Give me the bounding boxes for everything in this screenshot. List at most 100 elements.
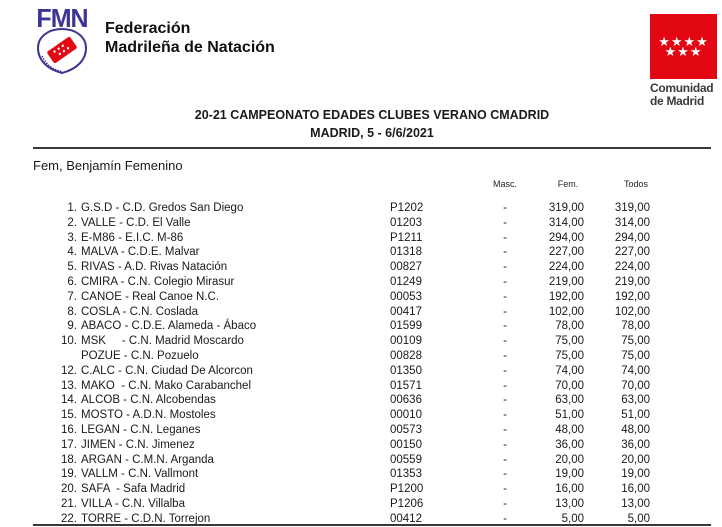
row-total-score: 227,00 [614, 246, 650, 259]
comunidad-madrid-logo: ★★★★ ★★★ Comunidad de Madrid [650, 14, 720, 107]
row-club-code: 00828 [390, 349, 422, 362]
row-total-score: 16,00 [621, 483, 650, 496]
row-club-code: 01571 [390, 379, 422, 392]
row-club-code: P1202 [390, 202, 424, 214]
table-row: 6. CMIRA - C.N. Colegio Mirasur 01249 - … [0, 275, 722, 290]
row-rank: 22. [61, 512, 77, 525]
row-fem-score: 74,00 [555, 364, 584, 377]
row-club-name: POZUE - C.N. Pozuelo [81, 349, 199, 362]
row-masc-score: - [503, 349, 507, 362]
row-total-score: 192,00 [614, 290, 650, 303]
row-rank: 17. [61, 438, 77, 451]
row-masc-score: - [503, 202, 507, 214]
row-club-code: 01599 [390, 320, 422, 333]
results-table: 1. G.S.D - C.D. Gredos San Diego P1202 -… [0, 201, 722, 527]
row-total-score: 5,00 [627, 512, 650, 525]
row-club-name: CANOE - Real Canoe N.C. [81, 290, 220, 303]
row-rank: 2. [67, 216, 77, 229]
table-row: 3. E-M86 - E.I.C. M-86 P1211 - 294,00 29… [0, 231, 722, 246]
row-club-name: SAFA - Safa Madrid [81, 483, 186, 496]
row-club-code: 01249 [390, 275, 422, 288]
row-rank: 18. [61, 453, 77, 466]
row-club-name: RIVAS - A.D. Rivas Natación [81, 261, 228, 274]
row-fem-score: 75,00 [555, 335, 584, 348]
row-rank: 3. [67, 231, 77, 244]
row-fem-score: 102,00 [548, 305, 584, 318]
table-row: 7. CANOE - Real Canoe N.C. 00053 - 192,0… [0, 290, 722, 305]
federation-name: Federación Madrileña de Natación [105, 19, 275, 57]
table-row: 10. MSK - C.N. Madrid Moscardo 00109 - 7… [0, 334, 722, 349]
row-rank: 5. [67, 261, 77, 274]
row-club-code: 01203 [390, 216, 422, 229]
row-club-code: 00636 [390, 394, 422, 407]
row-rank: 7. [67, 290, 77, 303]
row-masc-score: - [503, 246, 507, 259]
row-masc-score: - [503, 275, 507, 288]
row-rank: 14. [61, 394, 77, 407]
row-total-score: 219,00 [614, 275, 650, 288]
cm-stars-row1: ★★★★ [658, 34, 709, 49]
row-rank: 13. [61, 379, 77, 392]
row-rank: 9. [67, 320, 77, 333]
row-rank: 21. [61, 497, 77, 510]
row-rank: 6. [67, 275, 77, 288]
row-total-score: 78,00 [621, 320, 650, 333]
row-fem-score: 48,00 [555, 423, 584, 436]
row-club-code: P1211 [390, 231, 423, 244]
row-masc-score: - [503, 423, 507, 436]
row-fem-score: 13,00 [555, 497, 584, 510]
row-masc-score: - [503, 231, 507, 244]
row-club-name: G.S.D - C.D. Gredos San Diego [81, 202, 244, 214]
category-label: Fem, Benjamín Femenino [33, 158, 183, 173]
row-club-code: 00559 [390, 453, 422, 466]
row-masc-score: - [503, 216, 507, 229]
table-row: 20. SAFA - Safa Madrid P1200 - 16,00 16,… [0, 482, 722, 497]
table-row: 9. ABACO - C.D.E. Alameda - Ábaco 01599 … [0, 319, 722, 334]
row-club-name: E-M86 - E.I.C. M-86 [81, 231, 184, 244]
row-club-code: 01353 [390, 468, 422, 481]
table-row: 8. COSLA - C.N. Coslada 00417 - 102,00 1… [0, 305, 722, 320]
federation-name-line2: Madrileña de Natación [105, 39, 275, 56]
row-club-name: VALLM - C.N. Vallmont [81, 468, 199, 481]
row-total-score: 75,00 [621, 335, 650, 348]
row-total-score: 319,00 [614, 202, 650, 214]
row-total-score: 48,00 [621, 423, 650, 436]
row-club-name: MAKO - C.N. Mako Carabanchel [81, 379, 252, 392]
row-masc-score: - [503, 409, 507, 422]
row-masc-score: - [503, 335, 507, 348]
competition-title: 20-21 CAMPEONATO EDADES CLUBES VERANO CM… [194, 108, 550, 122]
row-fem-score: 319,00 [548, 202, 584, 214]
table-row: 18. ARGAN - C.M.N. Arganda 00559 - 20,00… [0, 453, 722, 468]
row-total-score: 224,00 [614, 261, 650, 274]
row-fem-score: 70,00 [555, 379, 584, 392]
row-masc-score: - [503, 468, 507, 481]
row-fem-score: 63,00 [555, 394, 584, 407]
column-header-todos: Todos [623, 179, 649, 189]
row-club-code: 00573 [390, 423, 422, 436]
row-rank: 20. [61, 483, 77, 496]
row-total-score: 51,00 [621, 409, 650, 422]
table-row: 17. JIMEN - C.N. Jimenez 00150 - 36,00 3… [0, 438, 722, 453]
row-masc-score: - [503, 438, 507, 451]
row-fem-score: 20,00 [555, 453, 584, 466]
table-row: 19. VALLM - C.N. Vallmont 01353 - 19,00 … [0, 467, 722, 482]
row-club-name: MOSTO - A.D.N. Mostoles [81, 409, 216, 422]
row-rank: 8. [67, 305, 77, 318]
fmn-shield-icon [36, 28, 88, 74]
row-club-name: ABACO - C.D.E. Alameda - Ábaco [81, 320, 257, 333]
row-rank: 16. [61, 423, 77, 436]
row-club-code: 00010 [390, 409, 422, 422]
table-row: 5. RIVAS - A.D. Rivas Natación 00827 - 2… [0, 260, 722, 275]
row-masc-score: - [503, 261, 507, 274]
row-club-code: 01350 [390, 364, 422, 377]
row-total-score: 20,00 [621, 453, 650, 466]
row-masc-score: - [503, 320, 507, 333]
row-rank: 15. [61, 409, 77, 422]
table-row: 1. G.S.D - C.D. Gredos San Diego P1202 -… [0, 201, 722, 216]
row-club-name: MALVA - C.D.E. Malvar [81, 246, 200, 259]
row-masc-score: - [503, 379, 507, 392]
row-fem-score: 192,00 [548, 290, 584, 303]
cm-label: Comunidad de Madrid [650, 82, 720, 107]
federation-name-line1: Federación [105, 20, 191, 37]
row-masc-score: - [503, 512, 507, 525]
